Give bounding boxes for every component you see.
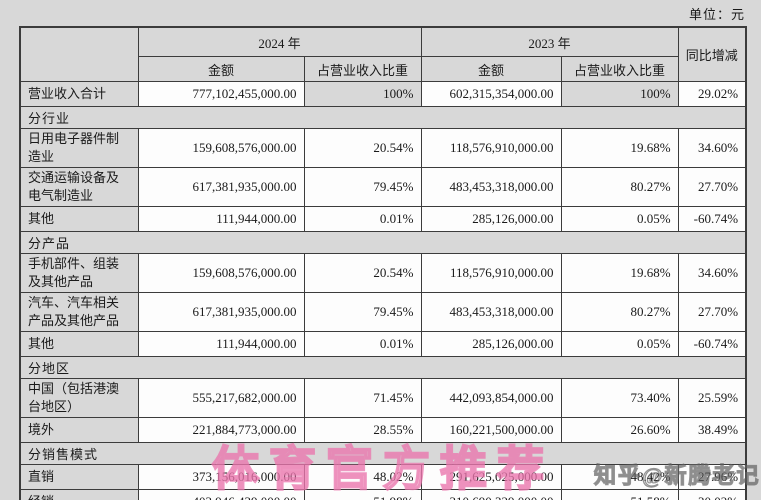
data-row: 手机部件、组装及其他产品 159,608,576,000.00 20.54% 118,… [19,253,747,293]
amount-2023-cell: 285,126,000.00 [420,331,562,357]
ratio-2024-cell: 79.45% [303,167,422,207]
amount-2024-cell: 111,944,000.00 [137,331,305,357]
amount-2023-cell: 118,576,910,000.00 [420,253,562,293]
ratio-2024-cell: 100% [303,81,422,107]
row-label: 直销 [19,464,139,490]
yoy-cell: -60.74% [677,331,747,357]
amount-2024-cell: 373,156,016,000.00 [137,464,305,490]
yoy-cell: 27.70% [677,167,747,207]
section-label: 分地区 [19,356,747,379]
yoy-cell: 29.02% [677,81,747,107]
data-row: 经销403,946,439,000.0051.98%310,690,329,00… [19,489,747,500]
section-label: 分行业 [19,106,747,129]
section-row: 分行业 [19,106,747,129]
yoy-cell: 27.96% [677,464,747,490]
data-row: 其他 111,944,000.00 0.01% 285,126,000.00 0.05%… [19,206,747,232]
amount-2024-cell: 159,608,576,000.00 [137,253,305,293]
ratio-2024-cell: 0.01% [303,206,422,232]
ratio-2024-cell: 20.54% [303,253,422,293]
section-label: 分销售模式 [19,442,747,465]
yoy-cell: 38.49% [677,417,747,443]
section-row: 分地区 [19,356,747,379]
ratio-2024-cell: 71.45% [303,378,422,418]
row-label: 其他 [19,331,139,357]
ratio-2023-cell: 100% [560,81,679,107]
row-label: 日用电子器件制造业 [19,128,139,168]
data-row: 交通运输设备及电气制造业 617,381,935,000.00 79.45% 483,… [19,167,747,207]
yoy-cell: 25.59% [677,378,747,418]
row-label: 交通运输设备及电气制造业 [19,167,139,207]
header-row-subcolumns: 金额 占营业收入比重 金额 占营业收入比重 [20,56,746,82]
section-label: 分产品 [19,231,747,254]
amount-2024-cell: 777,102,455,000.00 [137,81,305,107]
ratio-2023-cell: 26.60% [560,417,679,443]
yoy-cell: 30.02% [677,489,747,500]
revenue-breakdown-table: 2024 年 2023 年 同比增减 金额 占营业收入比重 金额 占营业收入比重… [19,26,748,500]
ratio-2023-cell: 73.40% [560,378,679,418]
row-label: 其他 [19,206,139,232]
data-row: 其他 111,944,000.00 0.01% 285,126,000.00 0.05%… [19,331,747,357]
row-label: 手机部件、组装及其他产品 [19,253,139,293]
ratio-2024-cell: 79.45% [303,292,422,332]
data-row: 汽车、汽车相关产品及其他产品 617,381,935,000.00 79.45% 48… [19,292,747,332]
amount-2023-cell: 483,453,318,000.00 [420,292,562,332]
header-amount-2023: 金额 [420,56,562,82]
ratio-2023-cell: 19.68% [560,128,679,168]
amount-2023-cell: 602,315,354,000.00 [420,81,562,107]
header-year-2024: 2024 年 [137,26,422,57]
amount-2024-cell: 221,884,773,000.00 [137,417,305,443]
data-row: 境外 221,884,773,000.00 28.55% 160,221,500,00… [19,417,747,443]
amount-2023-cell: 291,625,025,000.00 [420,464,562,490]
ratio-2024-cell: 20.54% [303,128,422,168]
amount-2023-cell: 118,576,910,000.00 [420,128,562,168]
ratio-2023-cell: 80.27% [560,292,679,332]
yoy-cell: 34.60% [677,128,747,168]
ratio-2024-cell: 28.55% [303,417,422,443]
data-row: 直销 373,156,016,000.00 48.02% 291,625,025,00… [19,464,747,490]
amount-2024-cell: 555,217,682,000.00 [137,378,305,418]
row-label: 中国（包括港澳台地区） [19,378,139,418]
yoy-cell: 34.60% [677,253,747,293]
header-ratio-2023: 占营业收入比重 [560,56,679,82]
yoy-cell: -60.74% [677,206,747,232]
ratio-2024-cell: 0.01% [303,331,422,357]
header-yoy: 同比增减 [677,26,747,82]
data-row: 日用电子器件制造业 159,608,576,000.00 20.54% 118,576… [19,128,747,168]
amount-2024-cell: 617,381,935,000.00 [137,167,305,207]
ratio-2023-cell: 0.05% [560,206,679,232]
section-row: 分销售模式 [19,442,747,465]
ratio-2023-cell: 80.27% [560,167,679,207]
amount-2023-cell: 160,221,500,000.00 [420,417,562,443]
section-row: 分产品 [19,231,747,254]
row-label: 汽车、汽车相关产品及其他产品 [19,292,139,332]
amount-2023-cell: 310,690,329,000.00 [420,489,562,500]
ratio-2023-cell: 0.05% [560,331,679,357]
row-label: 营业收入合计 [19,81,139,107]
unit-label: 单位：元 [688,7,745,22]
header-year-2023: 2023 年 [420,26,679,57]
yoy-cell: 27.70% [677,292,747,332]
row-label: 境外 [19,417,139,443]
corner-cell [19,26,139,82]
header-row-years: 2024 年 2023 年 同比增减 [19,26,747,82]
amount-2023-cell: 442,093,854,000.00 [420,378,562,418]
ratio-2023-cell: 48.42% [560,464,679,490]
amount-2023-cell: 285,126,000.00 [420,206,562,232]
amount-2024-cell: 159,608,576,000.00 [137,128,305,168]
ratio-2023-cell: 19.68% [560,253,679,293]
table-body: 营业收入合计 777,102,455,000.00 100% 602,315,354,… [19,81,747,500]
amount-2023-cell: 483,453,318,000.00 [420,167,562,207]
amount-2024-cell: 617,381,935,000.00 [137,292,305,332]
row-label: 经销 [19,489,139,500]
ratio-2024-cell: 48.02% [303,464,422,490]
amount-2024-cell: 111,944,000.00 [137,206,305,232]
ratio-2024-cell: 51.98% [303,489,422,500]
header-amount-2024: 金额 [137,56,305,82]
ratio-2023-cell: 51.58% [560,489,679,500]
header-ratio-2024: 占营业收入比重 [303,56,422,82]
amount-2024-cell: 403,946,439,000.00 [137,489,305,500]
data-row: 中国（包括港澳台地区） 555,217,682,000.00 71.45% 442,0… [19,378,747,418]
data-row: 营业收入合计 777,102,455,000.00 100% 602,315,354,… [19,81,747,107]
